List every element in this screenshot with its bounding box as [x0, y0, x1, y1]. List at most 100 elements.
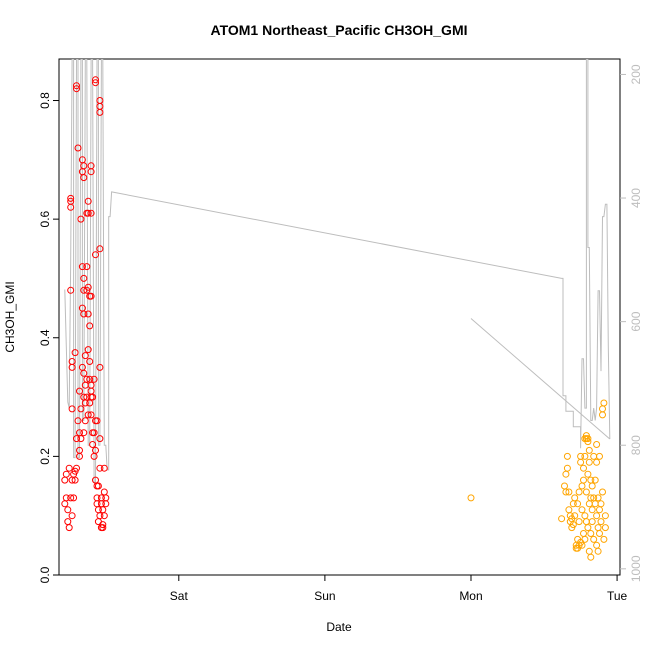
data-point-s0-35 [80, 274, 88, 282]
pressure-profile [64, 59, 611, 483]
data-point-s1-34 [581, 452, 589, 460]
data-point-s1-16 [571, 512, 579, 520]
data-point-s1-70 [597, 500, 605, 508]
data-point-s1-28 [578, 506, 586, 514]
data-point-s0-4 [64, 506, 72, 514]
data-point-s0-103 [100, 488, 108, 496]
data-point-s0-24 [76, 387, 83, 395]
data-point-s0-30 [78, 263, 86, 271]
data-point-s1-54 [590, 452, 598, 460]
data-point-s1-31 [580, 464, 587, 472]
data-point-s1-57 [591, 476, 599, 484]
data-point-s0-37 [80, 310, 88, 318]
data-point-s0-50 [84, 209, 92, 217]
data-point-s1-72 [599, 411, 606, 419]
data-point-s0-41 [81, 352, 89, 360]
x-tick-label-1: Sun [314, 589, 335, 603]
plot-frame [58, 58, 621, 576]
right-tick-label-0: 200 [629, 64, 643, 84]
data-point-s0-51 [84, 197, 92, 205]
data-point-s1-58 [591, 500, 599, 508]
data-point-s0-102 [100, 512, 108, 520]
x-axis-label: Date [326, 620, 352, 634]
data-point-s1-23 [575, 518, 583, 526]
data-point-s0-72 [90, 375, 98, 383]
data-point-s0-110 [67, 286, 75, 294]
data-point-s0-98 [97, 494, 105, 502]
data-point-s0-12 [70, 494, 78, 502]
pressure-line-1 [470, 318, 611, 440]
y-tick-label-0: 0.0 [38, 566, 52, 583]
data-point-s0-62 [87, 168, 95, 176]
data-point-s1-80 [581, 435, 589, 443]
data-point-s1-74 [600, 399, 608, 407]
data-points [61, 76, 609, 561]
data-point-s1-8 [565, 506, 573, 514]
data-point-s1-48 [587, 494, 595, 502]
data-point-s0-19 [74, 144, 82, 152]
data-point-s0-18 [73, 82, 80, 90]
data-point-s0-38 [80, 369, 88, 377]
data-point-s0-91 [96, 245, 104, 253]
data-point-s0-104 [100, 464, 108, 472]
data-point-s0-5 [64, 518, 72, 526]
data-point-s0-34 [80, 174, 88, 182]
data-point-s0-64 [87, 292, 95, 300]
data-point-s1-32 [580, 476, 587, 484]
data-point-s0-108 [67, 194, 75, 202]
data-point-s1-43 [585, 446, 593, 454]
data-point-s1-6 [563, 464, 571, 472]
axes: 0.0 0.2 0.4 0.6 0.8 Sat Sun Mon Tue 200 400 600 800 1… [38, 64, 643, 603]
data-point-s0-66 [87, 387, 95, 395]
data-point-s1-5 [563, 452, 571, 460]
data-point-s1-36 [581, 535, 589, 543]
data-point-s0-94 [96, 464, 104, 472]
data-point-s0-33 [80, 162, 88, 170]
data-point-s1-73 [599, 488, 606, 496]
data-point-s0-17 [73, 85, 80, 93]
data-point-s1-35 [581, 512, 589, 520]
data-point-s0-23 [76, 452, 83, 460]
data-point-s1-60 [593, 441, 601, 448]
data-point-s1-44 [585, 458, 593, 466]
data-point-s0-109 [67, 203, 75, 211]
data-point-s0-101 [99, 506, 107, 514]
data-point-s1-27 [577, 452, 585, 460]
data-point-s0-65 [87, 381, 95, 389]
data-point-s1-41 [584, 470, 592, 478]
y-axis-label: CH3OH_GMI [3, 281, 17, 352]
data-point-s1-53 [588, 518, 596, 526]
right-tick-label-2: 600 [629, 311, 643, 331]
data-point-s0-20 [74, 417, 82, 425]
data-point-s0-58 [86, 358, 94, 365]
data-point-s0-88 [96, 102, 104, 110]
data-point-s0-100 [99, 521, 107, 529]
data-point-s0-27 [77, 405, 85, 413]
data-point-s1-7 [565, 488, 573, 496]
data-point-s1-62 [593, 541, 601, 549]
data-point-s0-113 [68, 405, 76, 413]
data-point-s1-21 [574, 500, 582, 508]
data-point-s0-73 [90, 429, 98, 437]
data-point-s0-7 [65, 464, 73, 472]
data-point-s0-93 [96, 435, 104, 443]
data-point-s0-25 [77, 215, 85, 223]
data-point-s0-76 [92, 79, 99, 87]
data-point-s1-63 [594, 524, 602, 532]
data-point-s0-79 [92, 446, 99, 454]
data-point-s1-38 [582, 488, 590, 496]
data-point-s1-61 [593, 512, 601, 520]
data-point-s1-37 [582, 518, 590, 526]
data-point-s1-46 [585, 547, 593, 555]
y-tick-label-1: 0.2 [38, 448, 52, 465]
data-point-s1-75 [600, 535, 608, 543]
data-point-s0-1 [61, 476, 69, 484]
data-point-s1-59 [593, 458, 601, 466]
data-point-s0-9 [68, 512, 76, 520]
y-tick-label-2: 0.4 [38, 329, 52, 346]
data-point-s0-16 [73, 435, 80, 443]
data-point-s0-45 [83, 263, 91, 271]
data-point-s0-85 [94, 482, 102, 490]
data-point-s1-13 [569, 521, 577, 529]
data-point-s0-63 [87, 209, 95, 217]
